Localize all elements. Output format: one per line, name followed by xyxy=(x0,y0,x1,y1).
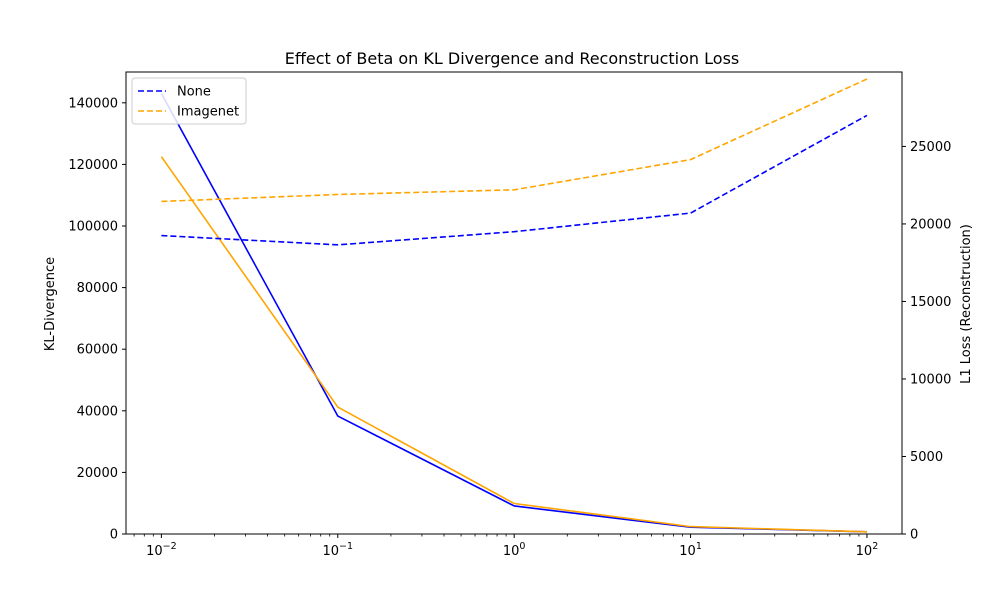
y-right-tick-label: 5000 xyxy=(910,450,943,465)
x-tick-label: 101 xyxy=(679,541,702,559)
y-axis-label-right: L1 Loss (Reconstruction) xyxy=(959,224,974,384)
y-left-tick-label: 120000 xyxy=(68,158,118,173)
y-right-tick-label: 20000 xyxy=(910,217,951,232)
axes-layer: 0 20000 40000 60000 80000 100000 120000 140000 0… xyxy=(68,71,951,559)
y-left-tick-label: 100000 xyxy=(68,220,118,235)
x-tick-label: 102 xyxy=(856,541,879,559)
plot-frame xyxy=(125,71,903,535)
y-right-tick-label: 25000 xyxy=(910,140,951,155)
series-line-imagenet-right-dashed xyxy=(161,78,868,203)
y-right-tick-label: 10000 xyxy=(910,372,951,387)
y-left-tick-label: 0 xyxy=(110,528,118,543)
y-left-tick-label: 80000 xyxy=(77,281,118,296)
y-left-tick-label: 40000 xyxy=(77,404,118,419)
legend-box xyxy=(131,77,247,125)
legend: None Imagenet xyxy=(131,77,247,125)
y-left-tick-label: 20000 xyxy=(77,466,118,481)
y-right-tick-label: 15000 xyxy=(910,295,951,310)
legend-label-none: None xyxy=(177,85,211,100)
series-line-imagenet-left-solid xyxy=(160,156,867,533)
y-axis-label-left: KL-Divergence xyxy=(43,257,58,351)
chart-title: Effect of Beta on KL Divergence and Reco… xyxy=(285,49,739,68)
x-tick-label: 10−2 xyxy=(146,541,177,559)
y-right-tick-label: 0 xyxy=(910,528,918,543)
legend-label-imagenet: Imagenet xyxy=(177,105,239,120)
x-tick-label: 10−1 xyxy=(323,541,354,559)
series-line-none-right-dashed xyxy=(161,114,868,246)
x-tick-label: 100 xyxy=(503,541,526,559)
y-left-tick-label: 60000 xyxy=(77,343,118,358)
series-line-none-left-solid xyxy=(160,93,867,533)
series-layer xyxy=(160,78,868,533)
y-left-tick-label: 140000 xyxy=(68,96,118,111)
